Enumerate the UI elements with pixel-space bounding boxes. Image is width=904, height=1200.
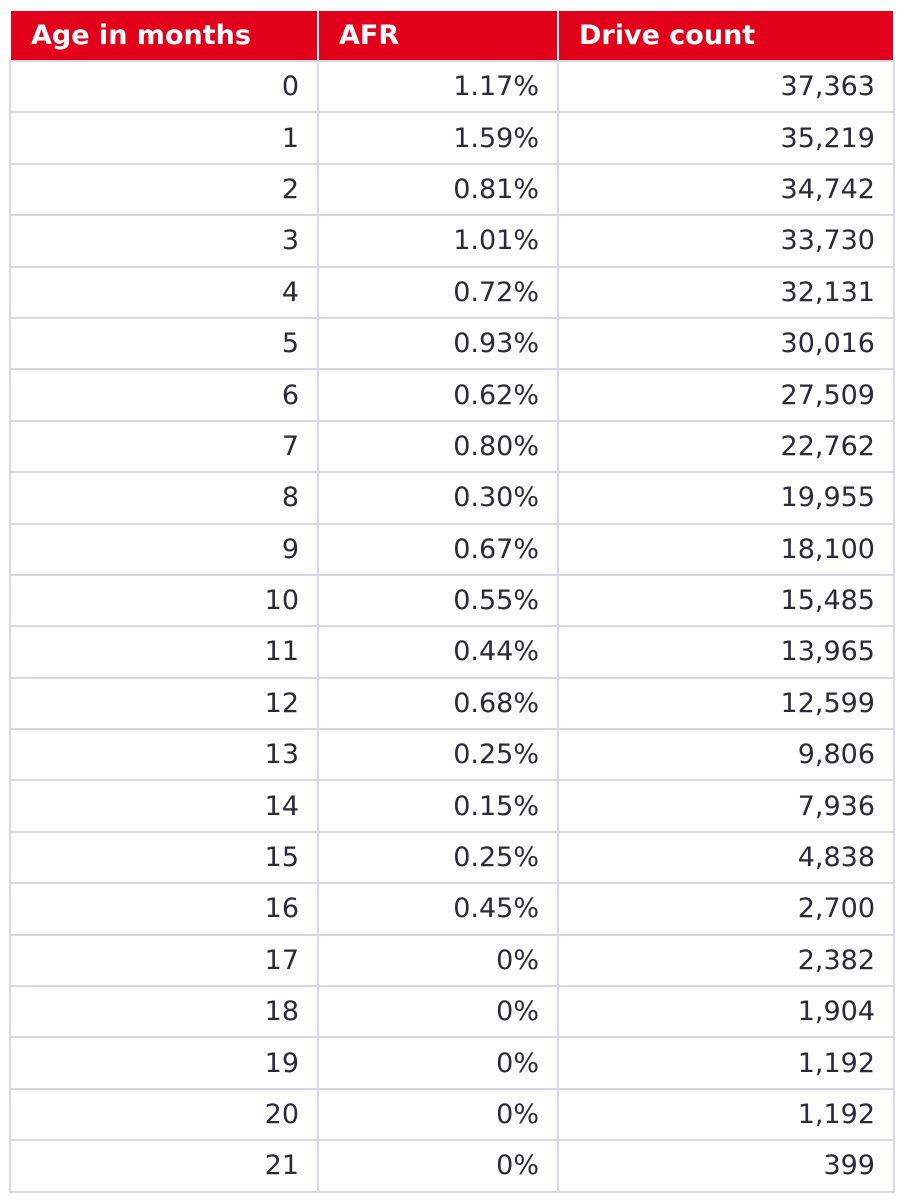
table-row: 4 0.72% 32,131 [9,265,895,319]
column-header-drive-count: Drive count [557,9,895,62]
afr-cell: 1.17% [317,59,559,114]
table-row: 16 0.45% 2,700 [9,882,895,936]
age-cell: 0 [9,59,319,114]
table-row: 18 0% 1,904 [9,985,895,1039]
age-cell: 14 [9,779,319,833]
drive-count-cell: 1,904 [557,985,895,1039]
afr-cell: 1.59% [317,111,559,165]
table-row: 9 0.67% 18,100 [9,522,895,576]
afr-cell: 0.67% [317,522,559,576]
table-body: 0 1.17% 37,363 1 1.59% 35,219 2 0.81% 34,742 3 1.0… [9,59,895,1193]
table-row: 1 1.59% 35,219 [9,111,895,165]
afr-cell: 0.72% [317,265,559,319]
afr-cell: 0.15% [317,779,559,833]
age-cell: 11 [9,625,319,679]
age-cell: 10 [9,573,319,628]
drive-count-cell: 32,131 [557,265,895,319]
table-row: 15 0.25% 4,838 [9,830,895,885]
age-cell: 9 [9,522,319,576]
age-cell: 19 [9,1036,319,1090]
afr-cell: 0.44% [317,625,559,679]
table-row: 21 0% 399 [9,1139,895,1193]
drive-count-cell: 27,509 [557,368,895,422]
drive-count-cell: 30,016 [557,316,895,371]
afr-cell: 0.25% [317,728,559,782]
drive-count-cell: 1,192 [557,1036,895,1090]
age-cell: 13 [9,728,319,782]
afr-cell: 0.68% [317,676,559,731]
drive-count-cell: 22,762 [557,419,895,474]
table-row: 12 0.68% 12,599 [9,676,895,731]
age-cell: 15 [9,830,319,885]
table-row: 0 1.17% 37,363 [9,59,895,114]
table-header: Age in months AFR Drive count [9,9,895,62]
afr-cell: 0.25% [317,830,559,885]
table-row: 8 0.30% 19,955 [9,471,895,525]
age-cell: 18 [9,985,319,1039]
afr-cell: 0.62% [317,368,559,422]
age-cell: 7 [9,419,319,474]
drive-count-cell: 33,730 [557,214,895,268]
age-cell: 21 [9,1139,319,1193]
drive-count-cell: 15,485 [557,573,895,628]
age-cell: 16 [9,882,319,936]
age-cell: 8 [9,471,319,525]
drive-count-cell: 13,965 [557,625,895,679]
drive-count-cell: 37,363 [557,59,895,114]
drive-count-cell: 1,192 [557,1087,895,1142]
table-row: 6 0.62% 27,509 [9,368,895,422]
age-cell: 20 [9,1087,319,1142]
table-row: 5 0.93% 30,016 [9,316,895,371]
afr-cell: 0% [317,1139,559,1193]
column-header-afr: AFR [317,9,559,62]
drive-count-cell: 9,806 [557,728,895,782]
header-row: Age in months AFR Drive count [9,9,895,62]
age-cell: 4 [9,265,319,319]
afr-cell: 0% [317,985,559,1039]
age-cell: 3 [9,214,319,268]
afr-table: Age in months AFR Drive count 0 1.17% 37,3… [9,9,895,1193]
table-row: 19 0% 1,192 [9,1036,895,1090]
column-header-age: Age in months [9,9,319,62]
age-cell: 5 [9,316,319,371]
drive-count-cell: 399 [557,1139,895,1193]
age-cell: 12 [9,676,319,731]
afr-cell: 0.81% [317,162,559,217]
afr-cell: 0.93% [317,316,559,371]
drive-count-cell: 35,219 [557,111,895,165]
afr-cell: 0% [317,1087,559,1142]
age-cell: 2 [9,162,319,217]
table-row: 17 0% 2,382 [9,933,895,988]
table-row: 7 0.80% 22,762 [9,419,895,474]
afr-cell: 0% [317,1036,559,1090]
afr-cell: 0.80% [317,419,559,474]
data-table-container: Age in months AFR Drive count 0 1.17% 37,3… [9,9,895,1193]
table-row: 2 0.81% 34,742 [9,162,895,217]
drive-count-cell: 2,382 [557,933,895,988]
afr-cell: 0% [317,933,559,988]
afr-cell: 1.01% [317,214,559,268]
table-row: 13 0.25% 9,806 [9,728,895,782]
afr-cell: 0.45% [317,882,559,936]
drive-count-cell: 34,742 [557,162,895,217]
drive-count-cell: 4,838 [557,830,895,885]
age-cell: 17 [9,933,319,988]
table-row: 11 0.44% 13,965 [9,625,895,679]
afr-cell: 0.30% [317,471,559,525]
age-cell: 1 [9,111,319,165]
drive-count-cell: 19,955 [557,471,895,525]
table-row: 14 0.15% 7,936 [9,779,895,833]
drive-count-cell: 2,700 [557,882,895,936]
drive-count-cell: 12,599 [557,676,895,731]
drive-count-cell: 7,936 [557,779,895,833]
afr-cell: 0.55% [317,573,559,628]
table-row: 3 1.01% 33,730 [9,214,895,268]
table-row: 10 0.55% 15,485 [9,573,895,628]
table-row: 20 0% 1,192 [9,1087,895,1142]
age-cell: 6 [9,368,319,422]
drive-count-cell: 18,100 [557,522,895,576]
